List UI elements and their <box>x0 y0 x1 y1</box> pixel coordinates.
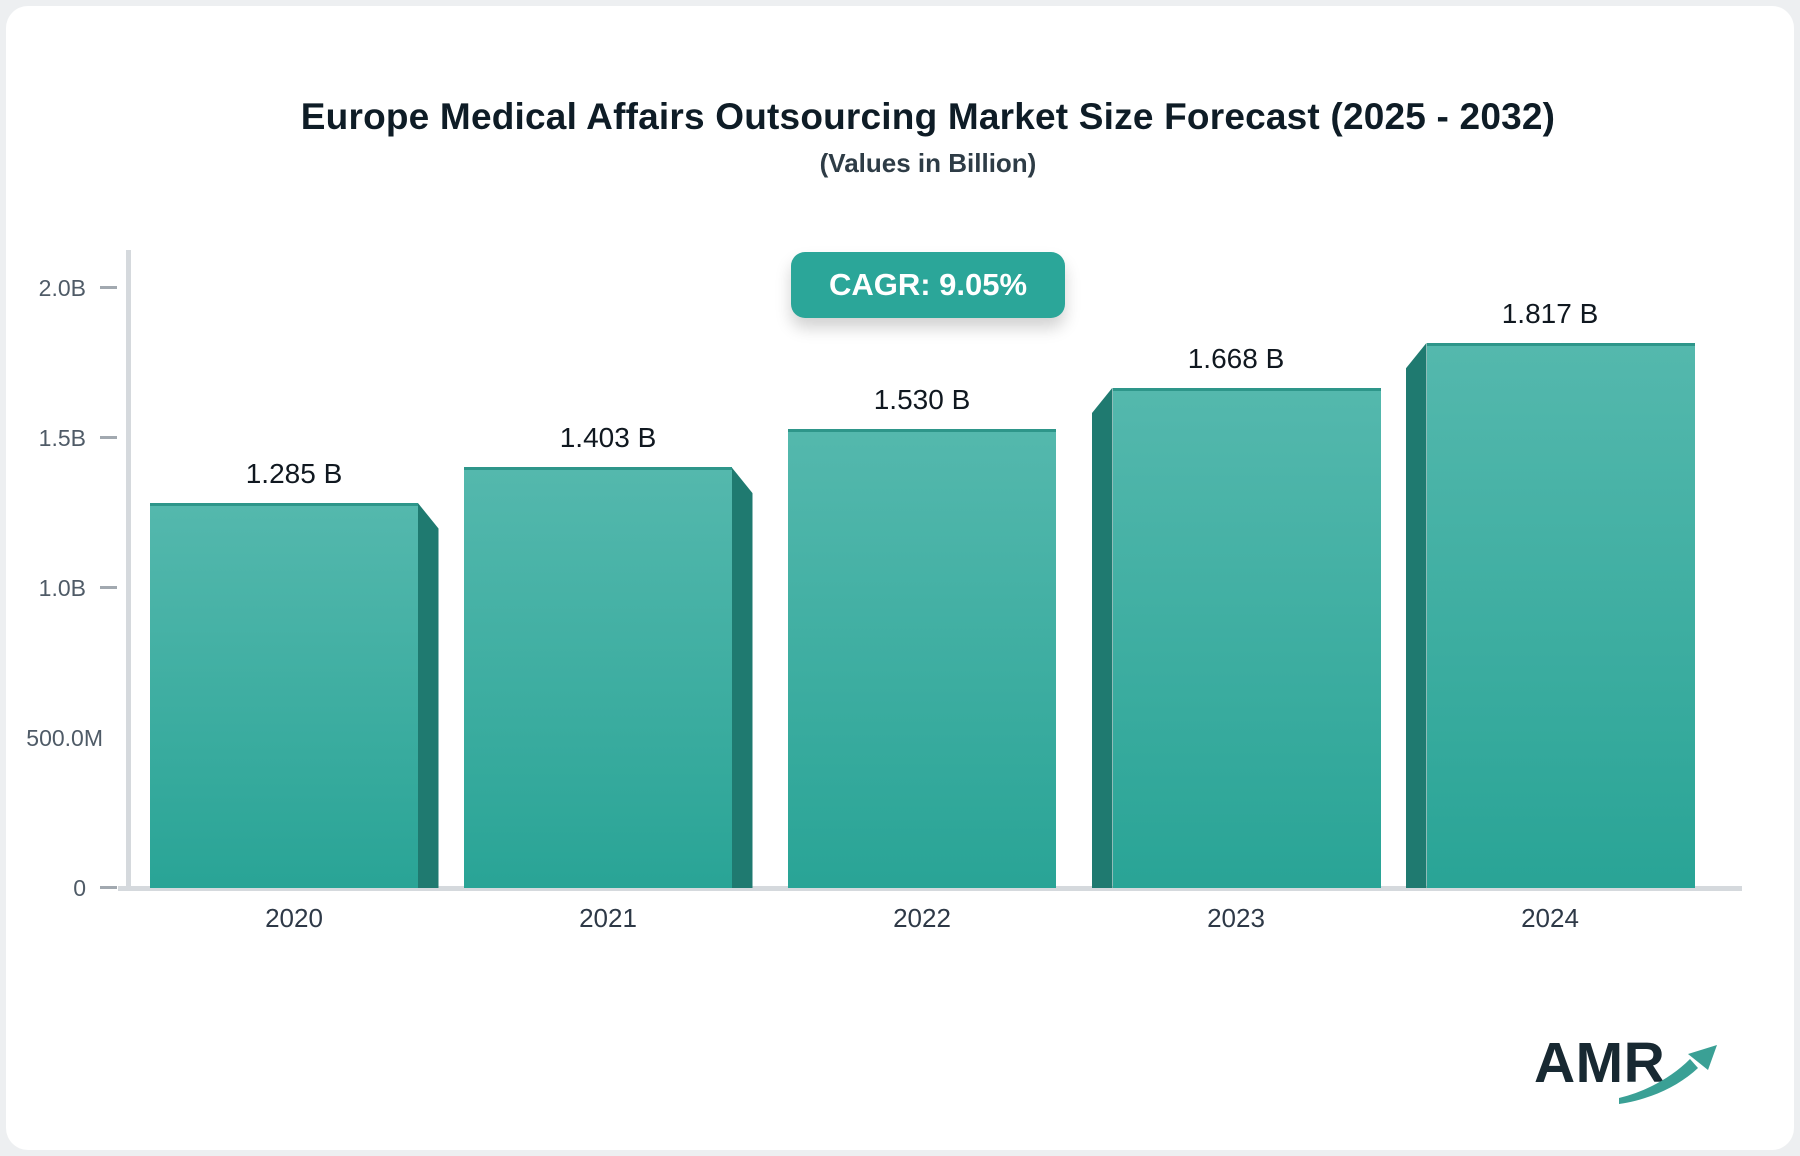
y-axis-tick-label-500.0M: 500.0M <box>26 725 103 751</box>
bar-value-label-2022: 1.530 B <box>873 384 971 415</box>
amr-logo-text: AMR <box>1534 1031 1666 1095</box>
bar-2021-side-face <box>731 467 753 888</box>
cagr-badge: CAGR: 9.05% <box>790 252 1066 318</box>
bar-2023-side-face <box>1091 387 1113 888</box>
bar-value-label-2021: 1.403 B <box>559 422 657 454</box>
y-axis-tick-label-1.5B: 1.5B <box>38 425 86 451</box>
bar-2022 <box>788 429 1056 888</box>
x-axis-label-2023: 2023 <box>1207 903 1265 933</box>
amr-logo: AMR <box>1534 1022 1724 1122</box>
bar-2023 <box>1112 387 1381 888</box>
y-axis-tick-mark-2.0B <box>100 286 117 289</box>
y-axis-tick-mark-1.5B <box>100 436 117 439</box>
trend-up-arrow-icon <box>1619 1045 1717 1104</box>
y-axis-tick-label-2.0B: 2.0B <box>38 275 86 301</box>
bar-2024 <box>1426 342 1695 888</box>
y-axis-tick-mark-0 <box>100 886 117 889</box>
cagr-badge-row: CAGR: 9.05% <box>56 252 1800 318</box>
bar-2021 <box>463 467 732 888</box>
y-axis-line <box>126 250 131 891</box>
y-axis-tick-mark-1.0B <box>100 586 117 589</box>
y-axis-tick-label-1.0B: 1.0B <box>38 575 86 601</box>
y-axis-tick-label-0: 0 <box>73 875 86 901</box>
bar-2020-side-face <box>417 502 439 888</box>
x-axis-line <box>118 886 1742 891</box>
x-axis-label-2024: 2024 <box>1521 903 1579 933</box>
bar-2020 <box>149 502 418 888</box>
chart-subtitle: (Values in Billion) <box>819 148 1037 178</box>
bar-value-label-2020: 1.285 B <box>245 457 343 489</box>
bar-value-label-2023: 1.668 B <box>1187 342 1285 374</box>
x-axis-label-2020: 2020 <box>265 903 323 933</box>
bar-value-label-2024: 1.817 B <box>1501 297 1599 329</box>
chart-title: Europe Medical Affairs Outsourcing Marke… <box>300 96 1556 137</box>
x-axis-label-2022: 2022 <box>893 903 951 933</box>
bar-2024-side-face <box>1405 342 1427 888</box>
x-axis-label-2021: 2021 <box>579 903 637 933</box>
